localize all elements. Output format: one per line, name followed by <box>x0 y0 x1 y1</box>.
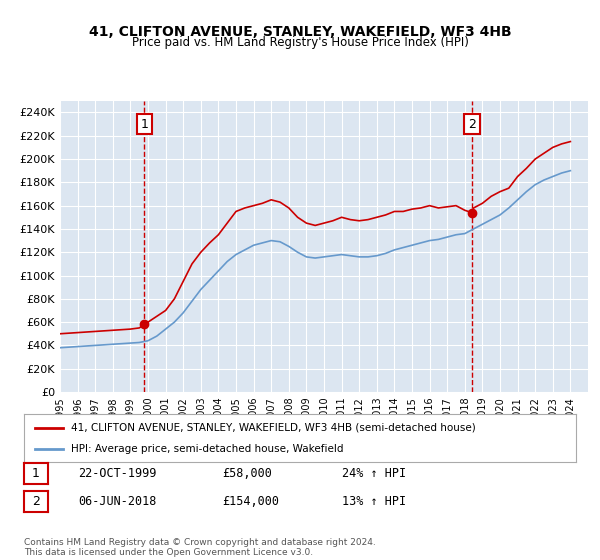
Text: 41, CLIFTON AVENUE, STANLEY, WAKEFIELD, WF3 4HB: 41, CLIFTON AVENUE, STANLEY, WAKEFIELD, … <box>89 25 511 39</box>
Text: 13% ↑ HPI: 13% ↑ HPI <box>342 495 406 508</box>
Text: 24% ↑ HPI: 24% ↑ HPI <box>342 467 406 480</box>
Text: 2: 2 <box>468 118 476 130</box>
Text: 22-OCT-1999: 22-OCT-1999 <box>78 467 157 480</box>
Text: Price paid vs. HM Land Registry's House Price Index (HPI): Price paid vs. HM Land Registry's House … <box>131 36 469 49</box>
Text: 2: 2 <box>32 495 40 508</box>
Text: 1: 1 <box>32 467 40 480</box>
Text: 41, CLIFTON AVENUE, STANLEY, WAKEFIELD, WF3 4HB (semi-detached house): 41, CLIFTON AVENUE, STANLEY, WAKEFIELD, … <box>71 423 476 433</box>
Text: £58,000: £58,000 <box>222 467 272 480</box>
Text: Contains HM Land Registry data © Crown copyright and database right 2024.
This d: Contains HM Land Registry data © Crown c… <box>24 538 376 557</box>
Text: £154,000: £154,000 <box>222 495 279 508</box>
Text: HPI: Average price, semi-detached house, Wakefield: HPI: Average price, semi-detached house,… <box>71 444 343 454</box>
Text: 06-JUN-2018: 06-JUN-2018 <box>78 495 157 508</box>
Text: 1: 1 <box>140 118 148 130</box>
